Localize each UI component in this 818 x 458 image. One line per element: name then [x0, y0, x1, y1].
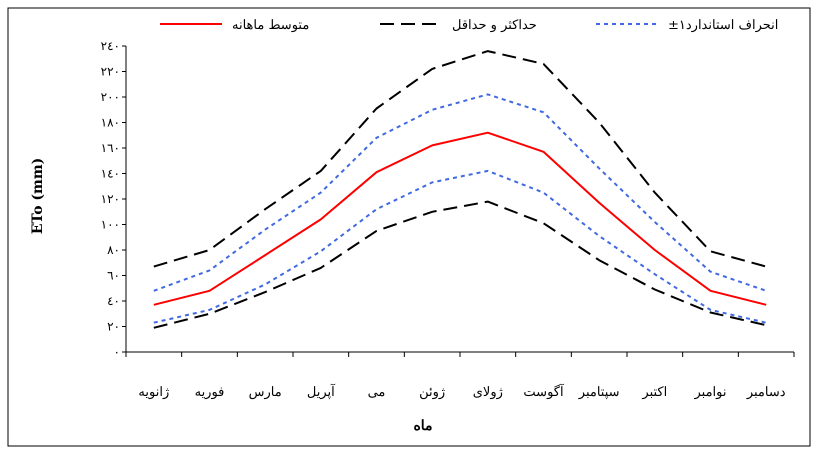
- x-tick-label: سپتامبر: [578, 385, 620, 400]
- series-layer: [153, 50, 767, 329]
- y-tick-label: ٢٠: [107, 320, 120, 334]
- y-tick-label: ٢٠٠: [101, 90, 120, 104]
- legend-label-mean_plus_sd: ±۱انحراف استاندارد: [668, 18, 778, 33]
- x-tick-label: نوامبر: [693, 385, 726, 400]
- x-tick-label: فوریه: [195, 385, 225, 400]
- x-tick-label: آگوست: [523, 383, 565, 400]
- y-tick-label: ٠: [114, 345, 120, 359]
- y-tick-label: ١٤٠: [101, 167, 120, 181]
- x-axis-label: ماه: [413, 418, 432, 434]
- x-tick-label: دسامبر: [746, 385, 786, 400]
- series-line-min: [153, 200, 767, 329]
- y-tick-label: ٢٢٠: [101, 65, 120, 79]
- y-tick-label: ١٢٠: [101, 192, 120, 206]
- series-line-max: [153, 50, 767, 268]
- x-tick-label: ژولای: [473, 385, 503, 400]
- x-tick-label: اکتبر: [641, 385, 667, 400]
- y-tick-label: ٤٠: [107, 294, 120, 308]
- x-tick-label: ژوئن: [419, 385, 445, 400]
- y-tick-label: ٦٠: [107, 269, 120, 283]
- y-tick-label: ٢٤٠: [101, 39, 120, 53]
- y-tick-label: ١٦٠: [101, 141, 120, 155]
- legend: متوسط ماهانه حداکثر و حداقل ±۱انحراف استان…: [160, 18, 778, 33]
- series-line-mean: [153, 131, 767, 306]
- legend-label-max: حداکثر و حداقل: [452, 18, 537, 33]
- x-tick-label: می: [368, 385, 386, 400]
- x-tick-label: ژانویه: [138, 385, 169, 400]
- x-axis: ژانویه فوریه مارس آپریل می ژوئن ژولای آگوست سپتا…: [125, 351, 795, 400]
- legend-label-mean: متوسط ماهانه: [232, 18, 309, 33]
- chart-border: [7, 7, 811, 447]
- y-tick-label: ١٨٠: [101, 116, 120, 130]
- x-tick-label: مارس: [249, 385, 282, 400]
- y-axis: ٠ ٢٠ ٤٠ ٦٠ ٨٠ ١٠٠ ١٢٠ ١٤٠ ١٦٠ ١٨٠ ٢٠٠ ٢٢٠ ٢٤٠: [101, 39, 127, 359]
- y-tick-label: ٨٠: [107, 243, 120, 257]
- y-axis-label: ETo (mm): [30, 158, 46, 235]
- x-tick-label: آپریل: [307, 383, 336, 400]
- y-tick-label: ١٠٠: [101, 218, 120, 232]
